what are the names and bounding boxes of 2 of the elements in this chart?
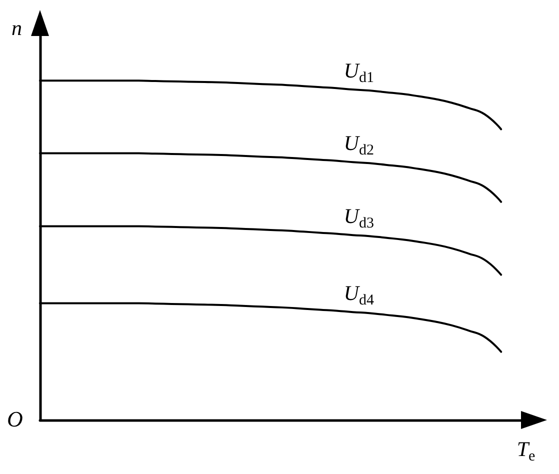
text: O	[7, 406, 23, 432]
y-axis-title: n	[12, 16, 22, 40]
